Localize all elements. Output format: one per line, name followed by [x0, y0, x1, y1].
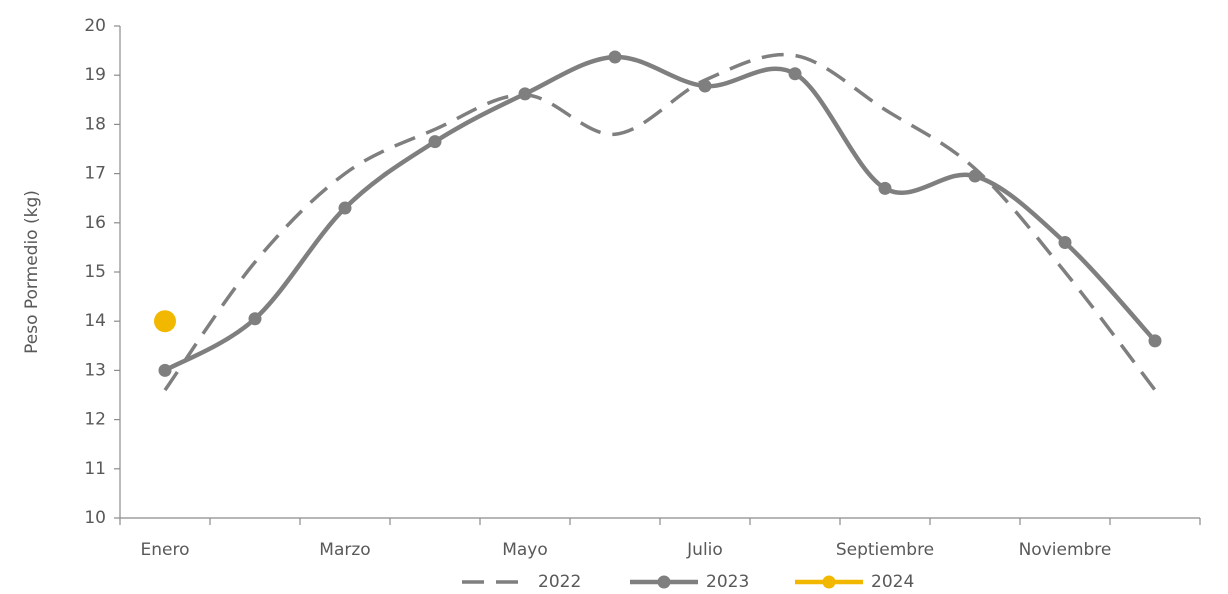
legend-label: 2024 [871, 572, 914, 592]
point [608, 50, 622, 64]
point [338, 201, 352, 215]
y-tick-label: 20 [84, 16, 106, 36]
y-tick-label: 13 [84, 360, 106, 380]
legend-label: 2023 [706, 572, 749, 592]
y-tick-label: 15 [84, 262, 106, 282]
x-tick-label: Enero [141, 540, 190, 560]
series-line [163, 54, 1157, 373]
x-tick-label: Marzo [319, 540, 370, 560]
point [788, 67, 802, 81]
y-tick-label: 17 [84, 164, 106, 184]
point [248, 312, 262, 326]
x-tick-label: Septiembre [836, 540, 934, 560]
y-tick-label: 10 [84, 508, 106, 528]
y-tick-label: 12 [84, 410, 106, 430]
x-tick-label: Julio [686, 540, 723, 560]
point [154, 310, 176, 333]
point [878, 181, 892, 195]
y-tick-label: 18 [84, 114, 106, 134]
point [1148, 334, 1162, 348]
legend-marker [822, 575, 836, 589]
series-line [163, 52, 1157, 392]
x-tick-label: Mayo [502, 540, 548, 560]
x-tick-label: Noviembre [1019, 540, 1112, 560]
point [518, 87, 532, 101]
point [428, 135, 442, 149]
point [698, 79, 712, 93]
y-tick-label: 14 [84, 311, 106, 331]
y-tick-label: 19 [84, 65, 106, 85]
point [158, 363, 172, 377]
y-axis-title: Peso Pormedio (kg) [22, 190, 42, 354]
point [1058, 235, 1072, 249]
y-tick-label: 16 [84, 213, 106, 233]
legend-label: 2022 [538, 572, 581, 592]
legend-marker [657, 575, 671, 589]
point [968, 169, 982, 183]
y-tick-label: 11 [84, 459, 106, 479]
